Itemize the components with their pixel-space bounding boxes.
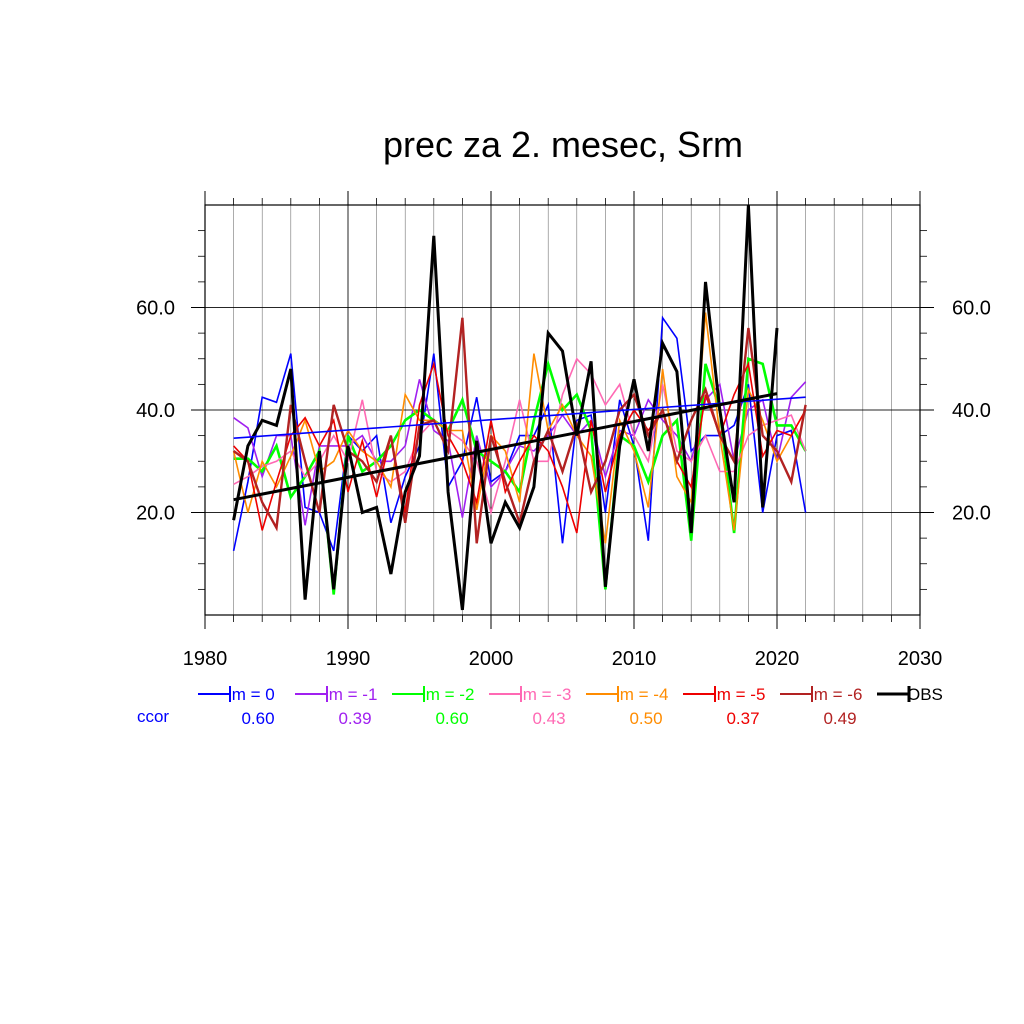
legend-label-7: OBS [907,685,943,704]
ccor-value-6: 0.49 [823,709,856,728]
y-tick-label-right: 40.0 [952,400,991,422]
ccor-value-3: 0.43 [532,709,565,728]
legend-label-1: lm = -1 [325,685,377,704]
x-tick-label: 2010 [612,648,657,670]
legend-label-2: lm = -2 [422,685,474,704]
legend: lm = 0 0.60 lm = -1 0.39 lm = -2 0.60 lm = -3 0… [137,685,943,728]
x-tick-label: 1990 [326,648,371,670]
ccor-value-4: 0.50 [629,709,662,728]
y-tick-label-right: 20.0 [952,503,991,525]
chart-title: prec za 2. mesec, Srm [383,124,743,165]
trend-line-1 [233,392,778,502]
ccor-value-1: 0.39 [338,709,371,728]
legend-label-0: lm = 0 [228,685,275,704]
y-tick-label-right: 60.0 [952,298,991,320]
y-tick-label-left: 20.0 [136,503,175,525]
ccor-value-0: 0.60 [241,709,274,728]
series-line-4 [232,312,807,544]
series-lines [232,204,807,611]
ccor-label: ccor [137,707,169,726]
x-tick-label: 2030 [898,648,943,670]
legend-label-4: lm = -4 [616,685,668,704]
x-tick-label: 2000 [469,648,514,670]
legend-label-6: lm = -6 [810,685,862,704]
x-tick-label: 1980 [183,648,228,670]
x-tick-label: 2020 [755,648,800,670]
axis-ticks: 1980 1990 2000 2010 2020 2030 20.0 20.0 40.0 40.0… [136,191,991,670]
trend-line-0 [233,396,806,439]
ccor-value-5: 0.37 [726,709,759,728]
y-tick-label-left: 60.0 [136,298,175,320]
y-tick-label-left: 40.0 [136,400,175,422]
legend-label-5: lm = -5 [713,685,765,704]
ccor-value-2: 0.60 [435,709,468,728]
series-line-6 [232,317,807,544]
series-line-7 [232,204,779,611]
legend-label-3: lm = -3 [519,685,571,704]
